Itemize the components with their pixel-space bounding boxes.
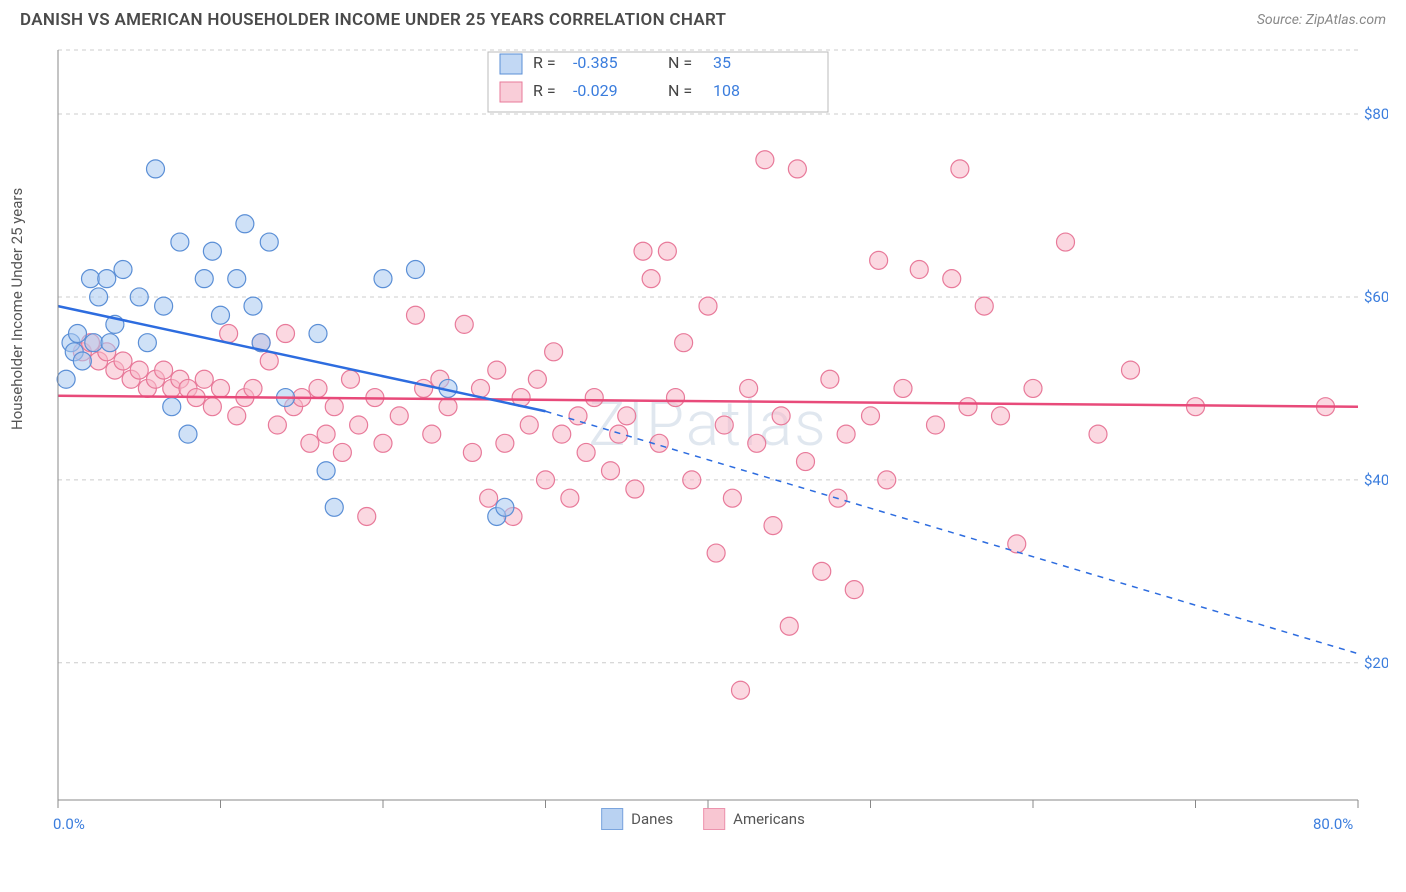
legend-label: Americans — [733, 810, 805, 828]
chart-title: DANISH VS AMERICAN HOUSEHOLDER INCOME UN… — [20, 10, 726, 30]
svg-text:$20,000: $20,000 — [1364, 654, 1388, 672]
bottom-legend: Danes Americans — [601, 808, 805, 830]
svg-text:-0.385: -0.385 — [573, 53, 618, 72]
source-label: Source: ZipAtlas.com — [1257, 12, 1386, 28]
svg-text:$60,000: $60,000 — [1364, 288, 1388, 306]
svg-text:-0.029: -0.029 — [573, 81, 618, 100]
scatter-chart: $20,000$40,000$60,000$80,000ZIPatlasR =-… — [48, 40, 1388, 830]
legend-swatch — [601, 808, 623, 830]
legend-item: Danes — [601, 808, 673, 830]
svg-text:$40,000: $40,000 — [1364, 471, 1388, 489]
x-min-label: 0.0% — [53, 815, 85, 833]
svg-text:N =: N = — [668, 53, 692, 72]
svg-text:108: 108 — [713, 81, 740, 100]
svg-text:N =: N = — [668, 81, 692, 100]
legend-item: Americans — [703, 808, 805, 830]
y-axis-label: Householder Income Under 25 years — [8, 188, 26, 430]
svg-text:35: 35 — [713, 53, 731, 72]
svg-text:R =: R = — [533, 53, 556, 72]
svg-text:R =: R = — [533, 81, 556, 100]
legend-label: Danes — [631, 810, 673, 828]
svg-text:$80,000: $80,000 — [1364, 105, 1388, 123]
legend-swatch — [703, 808, 725, 830]
x-max-label: 80.0% — [1313, 815, 1353, 833]
title-bar: DANISH VS AMERICAN HOUSEHOLDER INCOME UN… — [0, 0, 1406, 35]
chart-area: $20,000$40,000$60,000$80,000ZIPatlasR =-… — [48, 40, 1406, 830]
